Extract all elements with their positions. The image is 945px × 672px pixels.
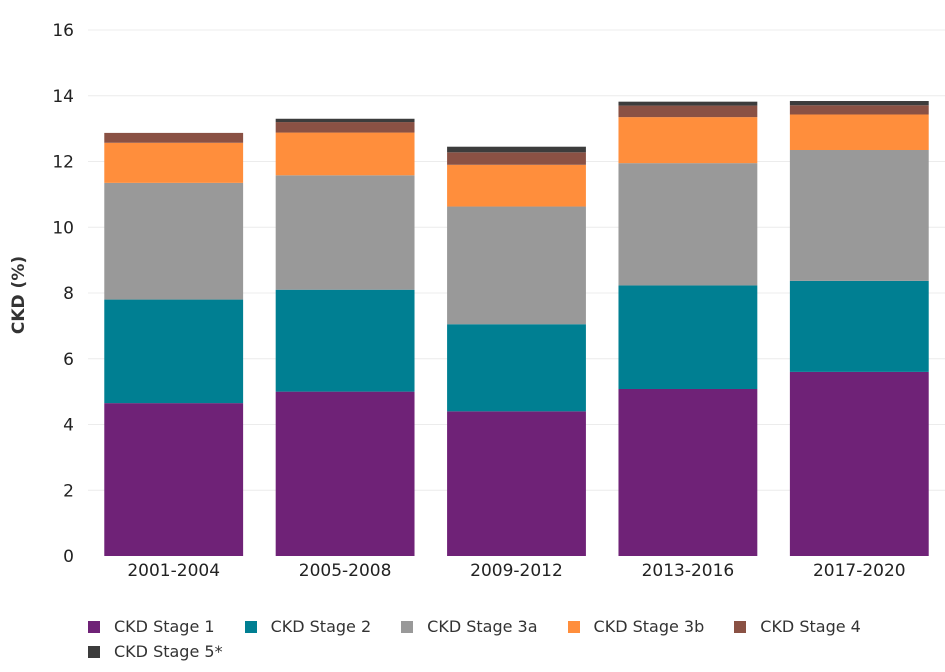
bar-segment-ckd-stage-3a-2013-2016 — [618, 163, 758, 286]
bar-segment-ckd-stage-4-2005-2008 — [275, 122, 415, 133]
legend-label: CKD Stage 1 — [114, 617, 215, 636]
x-axis-ticks: 2001-2004 2005-2008 2009-2012 2013-2016 2017… — [127, 561, 905, 581]
bar-segment-ckd-stage-4-2009-2012 — [447, 152, 586, 165]
bar-segment-ckd-stage-2-2009-2012 — [447, 324, 586, 412]
legend-label: CKD Stage 4 — [760, 617, 861, 636]
legend-swatch — [401, 620, 414, 633]
x-tick-label: 2013-2016 — [642, 561, 735, 581]
y-tick-label: 12 — [52, 153, 74, 173]
y-tick-label: 4 — [63, 416, 74, 436]
x-tick-label: 2001-2004 — [127, 561, 220, 581]
legend-item: CKD Stage 3a — [401, 614, 538, 639]
bar-segment-ckd-stage-3b-2009-2012 — [447, 164, 586, 207]
bar-segment-ckd-stage-3a-2001-2004 — [104, 182, 244, 300]
bar-segment-ckd-stage-2-2001-2004 — [104, 299, 244, 404]
bar-segment-ckd-stage-5-2017-2020 — [789, 101, 929, 106]
bar-segment-ckd-stage-5-2009-2012 — [447, 146, 586, 153]
bar-segment-ckd-stage-5-2005-2008 — [275, 118, 415, 123]
legend: CKD Stage 1 CKD Stage 2 CKD Stage 3a CKD St… — [88, 614, 928, 664]
bar-segment-ckd-stage-2-2005-2008 — [275, 289, 415, 392]
bar-segment-ckd-stage-1-2005-2008 — [275, 391, 415, 556]
y-tick-label: 2 — [63, 481, 74, 501]
y-tick-label: 8 — [63, 284, 74, 304]
bar-segment-ckd-stage-1-2001-2004 — [104, 403, 244, 556]
bar-segment-ckd-stage-3b-2017-2020 — [789, 114, 929, 150]
x-tick-label: 2005-2008 — [299, 561, 392, 581]
legend-item: CKD Stage 3b — [567, 614, 705, 639]
y-tick-label: 0 — [63, 547, 74, 567]
legend-label: CKD Stage 2 — [270, 617, 372, 636]
legend-swatch — [567, 620, 580, 633]
bar-segment-ckd-stage-3b-2005-2008 — [275, 132, 415, 176]
bar-segment-ckd-stage-5-2013-2016 — [618, 101, 758, 106]
bar-segment-ckd-stage-3b-2001-2004 — [104, 142, 244, 183]
stacked-bar-chart: 0 2 4 6 8 10 12 14 16 2001-2004 2005-2008 2009-201… — [9, 21, 945, 581]
x-tick-label: 2009-2012 — [470, 561, 563, 581]
y-tick-label: 10 — [52, 218, 74, 238]
legend-label: CKD Stage 3b — [593, 617, 705, 636]
legend-swatch — [734, 620, 747, 633]
bar-segment-ckd-stage-3a-2017-2020 — [789, 149, 929, 281]
x-tick-label: 2017-2020 — [813, 561, 906, 581]
y-tick-label: 16 — [52, 21, 74, 41]
legend-swatch — [88, 645, 100, 658]
y-tick-label: 6 — [63, 350, 74, 370]
y-axis-label: CKD (%) — [9, 256, 29, 334]
legend-item: CKD Stage 5* — [88, 639, 223, 664]
bar-segment-ckd-stage-3a-2009-2012 — [447, 206, 586, 325]
legend-label: CKD Stage 5* — [114, 642, 223, 661]
legend-item: CKD Stage 1 — [88, 614, 215, 639]
bar-segment-ckd-stage-1-2013-2016 — [618, 388, 758, 556]
legend-item: CKD Stage 4 — [734, 614, 861, 639]
bar-segment-ckd-stage-1-2009-2012 — [447, 411, 586, 556]
bar-segment-ckd-stage-4-2017-2020 — [789, 105, 929, 115]
bars — [104, 101, 929, 556]
bar-segment-ckd-stage-3a-2005-2008 — [275, 175, 415, 290]
bar-segment-ckd-stage-4-2013-2016 — [618, 105, 758, 118]
legend-swatch — [88, 620, 100, 633]
legend-label: CKD Stage 3a — [427, 617, 538, 636]
legend-item: CKD Stage 2 — [244, 614, 372, 639]
bar-segment-ckd-stage-3b-2013-2016 — [618, 117, 758, 164]
bar-segment-ckd-stage-2-2013-2016 — [618, 285, 758, 389]
bar-segment-ckd-stage-4-2001-2004 — [104, 132, 244, 143]
y-tick-label: 14 — [52, 87, 74, 107]
bar-segment-ckd-stage-1-2017-2020 — [789, 371, 929, 556]
legend-swatch — [244, 620, 257, 633]
bar-segment-ckd-stage-2-2017-2020 — [789, 280, 929, 372]
y-axis-ticks: 0 2 4 6 8 10 12 14 16 — [52, 21, 74, 567]
